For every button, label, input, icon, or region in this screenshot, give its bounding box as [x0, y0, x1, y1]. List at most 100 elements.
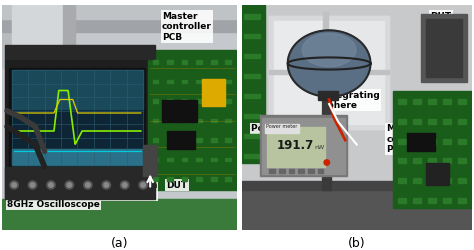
Bar [2, 198, 237, 230]
Bar [225, 138, 231, 141]
Bar [153, 119, 158, 122]
Bar [211, 119, 217, 122]
Bar [443, 198, 451, 203]
Circle shape [10, 181, 18, 189]
Bar [182, 177, 188, 180]
Bar [196, 99, 202, 102]
Bar [196, 80, 202, 83]
Bar [12, 149, 143, 165]
Bar [143, 144, 157, 176]
Circle shape [102, 181, 110, 189]
Bar [225, 60, 231, 64]
Bar [443, 99, 451, 104]
Bar [421, 14, 467, 82]
Bar [211, 158, 217, 161]
Bar [298, 169, 304, 172]
Bar [211, 138, 217, 141]
Text: Integrating
sphere: Integrating sphere [322, 90, 380, 110]
Polygon shape [302, 34, 356, 66]
Bar [225, 80, 231, 83]
Bar [2, 5, 73, 68]
Bar [428, 119, 436, 124]
Bar [242, 190, 472, 230]
Bar [458, 119, 466, 124]
Bar [279, 169, 285, 172]
Circle shape [30, 183, 35, 187]
Circle shape [83, 181, 92, 189]
Bar [5, 46, 155, 59]
Bar [458, 139, 466, 143]
Bar [323, 12, 328, 129]
Bar [225, 177, 231, 180]
Bar [398, 178, 406, 183]
Bar [428, 99, 436, 104]
Bar [398, 119, 406, 124]
Bar [196, 177, 202, 180]
Bar [182, 158, 188, 161]
Bar [426, 18, 463, 77]
Text: (a): (a) [111, 237, 128, 250]
Bar [318, 169, 323, 172]
Bar [225, 158, 231, 161]
Text: nW: nW [314, 144, 324, 150]
Bar [5, 167, 155, 198]
Bar [269, 169, 275, 172]
Bar [443, 158, 451, 164]
Bar [148, 50, 237, 190]
Bar [153, 60, 158, 64]
Bar [196, 60, 202, 64]
Bar [153, 138, 158, 141]
Bar [428, 198, 436, 203]
Bar [167, 60, 173, 64]
Text: 5GHz photon
detector: 5GHz photon detector [91, 180, 157, 200]
Bar [413, 119, 421, 124]
Bar [12, 70, 143, 165]
Text: Master
controller
PCB: Master controller PCB [162, 12, 212, 42]
Bar [162, 100, 197, 122]
Circle shape [120, 181, 129, 189]
Text: 191.7: 191.7 [277, 139, 314, 152]
Bar [413, 158, 421, 164]
Bar [244, 114, 260, 118]
Bar [182, 138, 188, 141]
Bar [242, 5, 264, 162]
Bar [167, 99, 173, 102]
Bar [196, 138, 202, 141]
Circle shape [139, 181, 147, 189]
Bar [398, 99, 406, 104]
Bar [458, 178, 466, 183]
Bar [182, 99, 188, 102]
Bar [153, 80, 158, 83]
Bar [211, 177, 217, 180]
Bar [269, 70, 389, 73]
Bar [264, 124, 299, 133]
Bar [308, 169, 314, 172]
Bar [153, 99, 158, 102]
Bar [398, 158, 406, 164]
Bar [260, 115, 347, 176]
Bar [407, 133, 435, 151]
Bar [458, 198, 466, 203]
Circle shape [104, 183, 109, 187]
Bar [244, 74, 260, 78]
Circle shape [67, 183, 72, 187]
Bar [413, 178, 421, 183]
Bar [211, 80, 217, 83]
Bar [263, 118, 345, 174]
Bar [269, 16, 389, 129]
Bar [428, 158, 436, 164]
Bar [12, 149, 143, 165]
Bar [458, 158, 466, 164]
Bar [167, 119, 173, 122]
Circle shape [141, 183, 146, 187]
Bar [64, 5, 75, 68]
Bar [182, 119, 188, 122]
Circle shape [49, 183, 53, 187]
Bar [289, 169, 294, 172]
Bar [2, 5, 237, 18]
Polygon shape [288, 30, 371, 97]
Bar [269, 16, 389, 129]
Bar [196, 119, 202, 122]
Bar [9, 68, 146, 167]
Text: Master
controller
PCB: Master controller PCB [387, 124, 437, 154]
